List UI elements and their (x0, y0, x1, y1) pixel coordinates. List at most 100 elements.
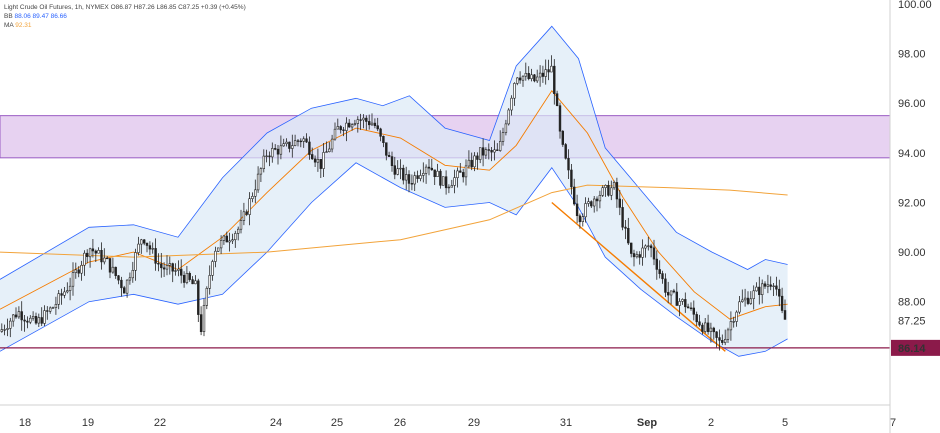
candle-body[interactable] (74, 269, 78, 273)
candle-body[interactable] (743, 297, 747, 301)
candle-body[interactable] (0, 329, 3, 332)
candle-body[interactable] (222, 235, 226, 241)
candle-body[interactable] (225, 235, 228, 243)
candle-body[interactable] (578, 215, 582, 223)
candle-body[interactable] (359, 119, 362, 121)
candle-body[interactable] (513, 83, 516, 99)
candle-body[interactable] (288, 141, 291, 149)
candle-body[interactable] (669, 290, 673, 296)
candle-body[interactable] (293, 140, 297, 146)
candle-body[interactable] (624, 226, 627, 229)
candle-body[interactable] (134, 252, 137, 271)
candle-body[interactable] (94, 250, 98, 254)
candle-body[interactable] (709, 327, 713, 333)
candle-body[interactable] (214, 250, 217, 262)
candle-body[interactable] (254, 189, 257, 197)
candle-body[interactable] (362, 117, 365, 121)
candle-body[interactable] (77, 269, 80, 274)
candle-body[interactable] (590, 201, 593, 207)
candle-body[interactable] (103, 257, 106, 263)
candle-body[interactable] (57, 293, 60, 305)
candle-body[interactable] (51, 307, 55, 309)
candle-body[interactable] (114, 266, 117, 277)
candle-body[interactable] (598, 195, 602, 202)
candle-body[interactable] (655, 258, 659, 270)
candle-body[interactable] (385, 142, 388, 156)
candle-body[interactable] (313, 158, 317, 163)
candle-body[interactable] (279, 145, 283, 155)
candle-body[interactable] (758, 286, 761, 296)
candle-body[interactable] (715, 331, 718, 338)
candle-body[interactable] (262, 155, 265, 170)
candle-body[interactable] (245, 211, 248, 215)
candle-body[interactable] (760, 283, 764, 295)
candle-body[interactable] (481, 147, 485, 156)
candle-body[interactable] (689, 307, 693, 309)
candle-body[interactable] (703, 322, 707, 332)
candle-body[interactable] (692, 307, 696, 315)
candle-body[interactable] (393, 165, 396, 175)
candle-body[interactable] (564, 144, 567, 159)
candle-body[interactable] (678, 301, 681, 306)
candle-body[interactable] (422, 173, 425, 176)
candle-body[interactable] (145, 242, 149, 246)
candle-body[interactable] (26, 320, 29, 323)
candle-body[interactable] (276, 148, 280, 155)
candle-body[interactable] (441, 176, 445, 186)
trendline[interactable] (551, 201, 726, 352)
candle-body[interactable] (649, 245, 653, 249)
candle-body[interactable] (194, 280, 197, 285)
candle-body[interactable] (325, 151, 328, 153)
candle-body[interactable] (182, 274, 186, 283)
candle-body[interactable] (219, 240, 223, 249)
candle-body[interactable] (299, 140, 302, 143)
candle-body[interactable] (430, 167, 433, 171)
candle-body[interactable] (268, 155, 271, 158)
candle-body[interactable] (433, 169, 436, 177)
candle-body[interactable] (143, 239, 146, 244)
legend-ma-row[interactable]: MA 92.31 (4, 21, 246, 30)
candle-body[interactable] (231, 239, 234, 242)
candle-body[interactable] (763, 283, 767, 287)
candle-body[interactable] (387, 155, 391, 157)
candle-body[interactable] (749, 298, 753, 304)
candle-body[interactable] (467, 159, 471, 167)
candle-body[interactable] (641, 247, 644, 258)
candle-body[interactable] (34, 315, 38, 324)
candle-body[interactable] (464, 165, 468, 178)
candle-body[interactable] (527, 73, 530, 80)
candle-body[interactable] (83, 252, 86, 266)
candle-body[interactable] (672, 290, 676, 293)
candle-body[interactable] (117, 275, 120, 281)
candle-body[interactable] (120, 279, 123, 289)
candle-body[interactable] (123, 287, 126, 294)
candle-body[interactable] (100, 250, 103, 263)
candle-body[interactable] (524, 73, 528, 77)
candle-body[interactable] (592, 198, 596, 207)
candle-body[interactable] (718, 337, 721, 341)
candle-body[interactable] (177, 268, 180, 271)
candle-body[interactable] (108, 258, 112, 273)
candle-body[interactable] (91, 248, 95, 252)
candle-body[interactable] (501, 132, 505, 142)
candle-body[interactable] (390, 156, 394, 167)
candle-body[interactable] (487, 149, 490, 151)
candle-body[interactable] (416, 175, 419, 179)
candle-body[interactable] (769, 284, 772, 287)
legend-bb-row[interactable]: BB 88.06 89.47 86.66 (4, 12, 246, 21)
candle-body[interactable] (151, 248, 154, 250)
candle-body[interactable] (367, 121, 371, 126)
candle-body[interactable] (148, 245, 152, 250)
candle-body[interactable] (610, 187, 613, 196)
candle-body[interactable] (712, 327, 716, 333)
candle-body[interactable] (60, 293, 63, 296)
candle-body[interactable] (6, 328, 9, 330)
candle-body[interactable] (547, 69, 550, 73)
candle-body[interactable] (478, 147, 482, 160)
candle-body[interactable] (63, 291, 66, 296)
candle-body[interactable] (68, 285, 72, 291)
candle-body[interactable] (305, 138, 308, 143)
candle-body[interactable] (399, 167, 402, 170)
candle-body[interactable] (581, 216, 585, 222)
candle-body[interactable] (726, 329, 730, 340)
